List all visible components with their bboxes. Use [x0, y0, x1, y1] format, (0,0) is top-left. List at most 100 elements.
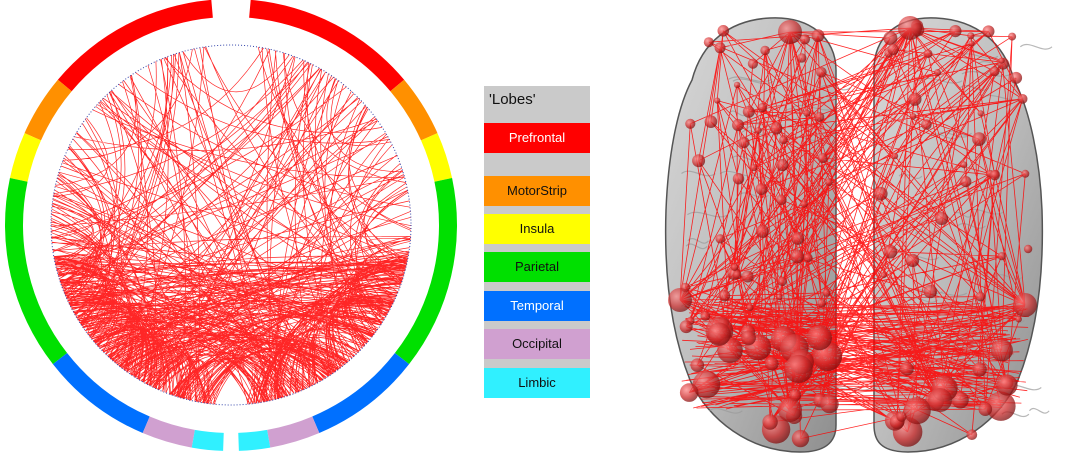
brain-node — [760, 45, 770, 56]
brain-node — [755, 183, 768, 196]
brain-node — [903, 397, 931, 425]
brain-node — [997, 252, 1006, 261]
ring-segment-right-parietal — [394, 178, 458, 365]
ring-segment-right-temporal — [312, 353, 410, 434]
brain-node — [968, 40, 975, 47]
ring-segment-left-prefrontal — [57, 0, 213, 92]
brain-node — [967, 32, 975, 40]
legend-item-prefrontal: Prefrontal — [484, 123, 590, 153]
brain-hub-node — [898, 16, 922, 40]
brain-node — [755, 126, 762, 134]
brain-node — [923, 284, 938, 299]
brain-node — [679, 320, 693, 334]
brain-node — [757, 102, 768, 113]
brain-node — [996, 374, 1018, 396]
brain-node — [776, 194, 787, 206]
brain-node — [714, 42, 726, 54]
lobes-legend: 'Lobes' Prefrontal MotorStrip Insula Pariet… — [484, 86, 590, 398]
brain-node — [977, 110, 984, 117]
brain-node — [896, 411, 907, 422]
brain-node — [679, 383, 699, 402]
brain-node — [906, 253, 920, 267]
legend-item-motorstrip: MotorStrip — [484, 176, 590, 206]
brain-node — [822, 288, 831, 297]
brain-node — [887, 43, 899, 56]
brain-node — [817, 152, 828, 164]
legend-title: 'Lobes' — [489, 91, 536, 108]
brain-node — [960, 161, 968, 169]
brain-node — [923, 49, 933, 58]
brain-node — [975, 291, 986, 302]
brain-node — [741, 330, 756, 346]
brain-node — [690, 358, 705, 373]
brain-node — [762, 414, 778, 430]
brain-node — [1021, 169, 1030, 178]
brain-node — [811, 29, 825, 42]
brain-node — [703, 37, 714, 48]
brain-node — [880, 272, 887, 279]
brain-node — [776, 159, 789, 172]
brain-node — [972, 362, 987, 377]
brain-node — [982, 25, 995, 38]
brain-node — [949, 25, 962, 38]
connectogram-circle — [4, 0, 458, 451]
brain-hub-node — [778, 398, 802, 422]
brain-node — [714, 97, 721, 104]
brain-node — [755, 224, 769, 238]
brain-node — [1015, 316, 1022, 323]
brain-node — [816, 67, 827, 78]
brain-node — [989, 66, 1000, 77]
brain-node — [750, 164, 758, 172]
brain-node — [900, 361, 914, 376]
brain-node — [685, 118, 696, 129]
ring-segment-right-occipital — [267, 416, 320, 448]
brain-node — [692, 154, 706, 168]
brain-node — [707, 322, 731, 346]
brain-node — [799, 34, 810, 45]
brain-hub-node — [928, 388, 952, 412]
brain-node — [874, 186, 888, 201]
brain-node — [825, 178, 833, 186]
ring-segment-left-limbic — [191, 429, 224, 451]
brain-hub-node — [778, 20, 802, 44]
brain-node — [1017, 94, 1028, 104]
brain-node — [817, 298, 826, 308]
ring-segment-right-limbic — [238, 429, 271, 451]
brain-node — [934, 211, 949, 225]
connection-edges — [50, 46, 412, 405]
brain-edge-lines — [679, 25, 1030, 439]
brain-node — [990, 339, 1013, 362]
brain-node — [921, 119, 932, 130]
brain-nodes — [668, 16, 1037, 448]
brain-node — [733, 81, 741, 89]
brain-node — [998, 57, 1005, 64]
brain-node — [1023, 244, 1033, 254]
brain-node — [765, 356, 779, 371]
ring-segment-left-motorstrip — [24, 79, 72, 141]
ring-segment-right-insula — [421, 133, 453, 182]
ring-segment-left-occipital — [142, 416, 195, 448]
brain-node — [738, 136, 750, 149]
brain-node — [746, 303, 754, 312]
brain-3d-view — [664, 16, 1053, 453]
brain-node — [700, 311, 711, 321]
brain-node — [747, 58, 758, 69]
brain-node — [891, 152, 899, 160]
legend-item-occipital: Occipital — [484, 329, 590, 359]
brain-node — [986, 391, 1016, 421]
brain-node — [820, 394, 839, 414]
brain-node — [807, 325, 832, 351]
lobe-ring — [4, 0, 458, 451]
brain-node — [951, 391, 969, 409]
brain-node — [960, 176, 972, 188]
chord-lines — [50, 46, 412, 405]
brain-node — [800, 200, 808, 208]
brain-node — [966, 429, 978, 441]
brain-node — [791, 231, 805, 245]
brain-hub-node — [1013, 293, 1037, 317]
brain-node — [908, 92, 922, 106]
brain-node — [791, 429, 810, 448]
brain-node — [776, 293, 783, 301]
brain-hub-node — [668, 288, 692, 312]
brain-node — [909, 113, 917, 120]
